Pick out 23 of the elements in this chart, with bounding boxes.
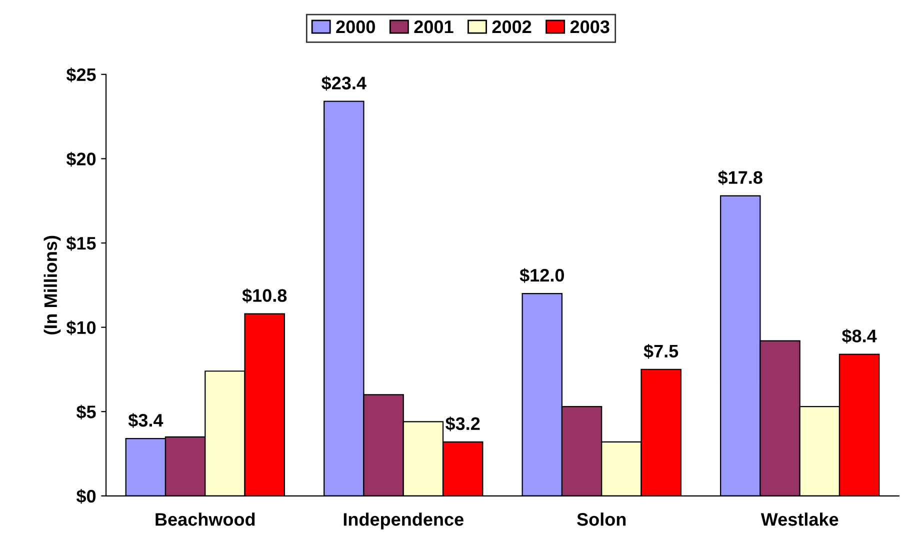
data-label: $17.8 bbox=[718, 170, 762, 186]
data-label: $7.5 bbox=[644, 344, 678, 359]
x-tick-label: Solon bbox=[577, 512, 626, 526]
data-label: $3.2 bbox=[446, 416, 480, 432]
y-tick-label: $5 bbox=[76, 404, 96, 420]
legend-label: 2001 bbox=[414, 20, 454, 34]
y-tick-label: $25 bbox=[66, 68, 96, 82]
data-label: $8.4 bbox=[842, 328, 877, 344]
data-label: $12.0 bbox=[520, 268, 564, 283]
x-tick-label: Beachwood bbox=[156, 512, 255, 526]
y-tick-label: $15 bbox=[66, 236, 96, 251]
y-tick-label: $20 bbox=[66, 152, 96, 167]
x-tick-label: Independence bbox=[344, 512, 464, 530]
y-tick-label: $10 bbox=[66, 320, 96, 336]
y-axis-title: (In Millions) bbox=[44, 236, 61, 334]
legend-label: 2000 bbox=[336, 20, 375, 34]
legend-label: 2003 bbox=[570, 20, 610, 34]
y-tick-label: $0 bbox=[76, 489, 96, 504]
data-label: $3.4 bbox=[128, 413, 164, 428]
legend-label: 2002 bbox=[492, 20, 532, 34]
data-label: $23.4 bbox=[322, 76, 366, 91]
x-tick-label: Westlake bbox=[760, 512, 838, 526]
data-label: $10.8 bbox=[242, 288, 287, 304]
